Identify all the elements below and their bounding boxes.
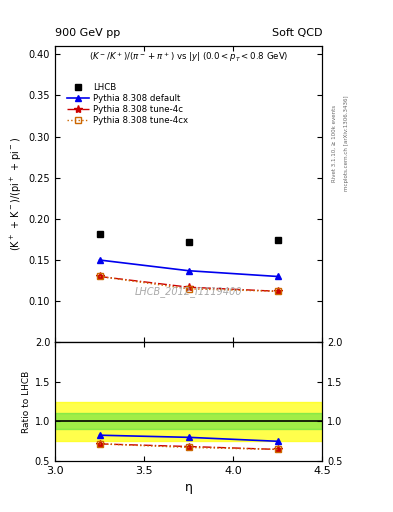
Pythia 8.308 default	[186, 268, 191, 274]
Legend: LHCB, Pythia 8.308 default, Pythia 8.308 tune-4c, Pythia 8.308 tune-4cx: LHCB, Pythia 8.308 default, Pythia 8.308…	[65, 80, 191, 127]
Text: Soft QCD: Soft QCD	[272, 28, 322, 38]
Line: Pythia 8.308 tune-4cx: Pythia 8.308 tune-4cx	[97, 274, 281, 294]
Pythia 8.308 tune-4cx	[275, 288, 280, 294]
Pythia 8.308 tune-4c	[97, 273, 102, 280]
X-axis label: η: η	[185, 481, 193, 494]
Text: Rivet 3.1.10, ≥ 100k events: Rivet 3.1.10, ≥ 100k events	[332, 105, 337, 182]
Text: LHCB_2012_I1119400: LHCB_2012_I1119400	[135, 287, 242, 297]
Pythia 8.308 default	[275, 273, 280, 280]
Text: 900 GeV pp: 900 GeV pp	[55, 28, 120, 38]
Pythia 8.308 default	[97, 257, 102, 263]
Y-axis label: (K$^+$ + K$^-$)/(pi$^+$ + pi$^-$): (K$^+$ + K$^-$)/(pi$^+$ + pi$^-$)	[9, 137, 24, 251]
Pythia 8.308 tune-4cx	[97, 273, 102, 280]
LHCB	[97, 230, 102, 237]
Text: mcplots.cern.ch [arXiv:1306.3436]: mcplots.cern.ch [arXiv:1306.3436]	[344, 96, 349, 191]
Pythia 8.308 tune-4c	[275, 288, 280, 294]
Line: Pythia 8.308 default: Pythia 8.308 default	[96, 257, 281, 280]
Text: $(K^-/K^+)/(\pi^-+\pi^+)$ vs $|y|$ $(0.0 < p_T < 0.8\ \mathrm{GeV})$: $(K^-/K^+)/(\pi^-+\pi^+)$ vs $|y|$ $(0.0…	[89, 51, 288, 64]
Pythia 8.308 tune-4cx	[186, 286, 191, 292]
Y-axis label: Ratio to LHCB: Ratio to LHCB	[22, 370, 31, 433]
Bar	[55, 413, 322, 429]
LHCB	[186, 239, 191, 245]
Pythia 8.308 tune-4c	[186, 284, 191, 290]
Line: LHCB: LHCB	[96, 230, 281, 245]
LHCB	[275, 237, 280, 243]
Bar	[55, 401, 322, 441]
Line: Pythia 8.308 tune-4c: Pythia 8.308 tune-4c	[95, 272, 282, 295]
